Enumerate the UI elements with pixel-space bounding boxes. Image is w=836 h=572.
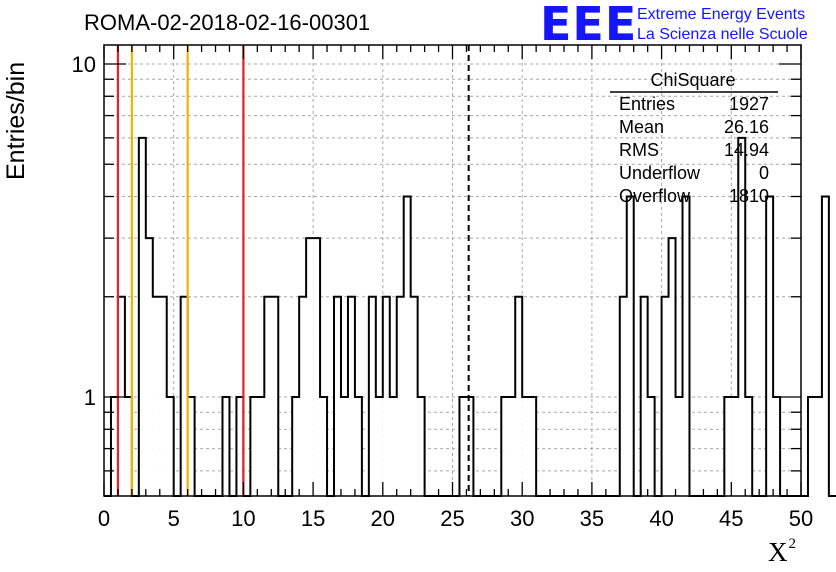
histogram-bin (410, 296, 418, 496)
threshold-lines (116, 45, 470, 496)
stats-row-label: Underflow (619, 163, 701, 183)
x-tick-label: 45 (719, 506, 743, 531)
eee-logo: EEE Extreme Energy Events La Scienza nel… (540, 0, 808, 51)
x-tick-label: 5 (168, 506, 180, 531)
histogram-bin (110, 397, 118, 496)
histogram-bin (271, 296, 279, 496)
histogram-bars (104, 136, 836, 497)
histogram-bin (745, 397, 753, 496)
stats-row-value: 1927 (729, 94, 769, 114)
logo-mark: EEE (540, 0, 638, 51)
histogram-bin (459, 397, 467, 496)
histogram-bin (619, 296, 627, 496)
histogram-bin (313, 238, 321, 496)
chart-title: ROMA-02-2018-02-16-00301 (84, 10, 371, 35)
grid-lines (104, 45, 801, 496)
x-tick-label: 35 (580, 506, 604, 531)
histogram-bin (396, 296, 404, 496)
histogram-bin (180, 296, 188, 496)
stats-row-label: Mean (619, 117, 664, 137)
histogram-bin (738, 137, 746, 496)
x-tick-label: 0 (98, 506, 110, 531)
x-axis-label: X2 (768, 536, 796, 568)
y-tick-label: 1 (84, 385, 96, 410)
histogram-bin (403, 196, 411, 496)
x-axis-label-sup: 2 (788, 536, 797, 552)
histogram-bin (821, 196, 829, 496)
histogram-bin (508, 397, 516, 496)
x-tick-label: 30 (510, 506, 534, 531)
y-tick-label: 10 (72, 52, 96, 77)
stats-row-value: 0 (759, 163, 769, 183)
x-tick-label: 20 (371, 506, 395, 531)
histogram-bin (236, 397, 244, 496)
histogram-bin (299, 296, 307, 496)
histogram-bin (368, 296, 376, 496)
histogram-bin (640, 296, 648, 496)
histogram-bin (522, 397, 530, 496)
logo-line-2: La Scienza nelle Scuole (637, 26, 808, 43)
histogram-bin (250, 397, 258, 496)
histogram-bin (661, 296, 669, 496)
histogram-bin (138, 137, 146, 496)
histogram-bin (626, 196, 634, 496)
histogram-bin (382, 296, 390, 496)
stats-row-label: Overflow (619, 186, 691, 206)
histogram-bin (766, 196, 774, 496)
axis-ticks: 0 5 10 15 20 25 30 35 40 45 50 1 10 (72, 45, 813, 531)
x-tick-label: 40 (649, 506, 673, 531)
histogram-bin (515, 296, 523, 496)
stats-row-value: 14.94 (724, 140, 769, 160)
histogram-bin (152, 296, 160, 496)
x-axis-label-base: X (768, 537, 788, 567)
x-tick-label: 10 (231, 506, 255, 531)
x-tick-label: 15 (301, 506, 325, 531)
stats-row-label: RMS (619, 140, 659, 160)
histogram-bin (124, 397, 132, 496)
histogram-bin (320, 397, 328, 496)
histogram-bin (264, 296, 272, 496)
histogram-bin (682, 196, 690, 496)
histogram-bin (166, 397, 174, 496)
histogram-bin (529, 397, 537, 496)
histogram-bin (724, 397, 732, 496)
histogram-bin (292, 397, 300, 496)
histogram-bin (222, 397, 230, 496)
stats-row-value: 1810 (729, 186, 769, 206)
histogram-bin (731, 397, 739, 496)
histogram-bin (814, 397, 822, 496)
histogram-bin (466, 397, 474, 496)
histogram-bin (773, 397, 781, 496)
histogram-bin (306, 238, 314, 496)
histogram-bin (675, 397, 683, 496)
histogram-bin (807, 397, 815, 496)
histogram-bin (417, 397, 425, 496)
histogram-bin (334, 296, 341, 496)
histogram-bin (347, 296, 355, 496)
x-tick-label: 25 (440, 506, 464, 531)
histogram-bin (159, 296, 167, 496)
histogram-bin (187, 397, 195, 496)
x-tick-label: 50 (789, 506, 813, 531)
histogram-bin (257, 397, 265, 496)
histogram-bin (354, 397, 362, 496)
histogram-bin (647, 397, 655, 496)
logo-line-1: Extreme Energy Events (637, 6, 806, 23)
histogram-bin (340, 397, 348, 496)
stats-row-label: Entries (619, 94, 675, 114)
stats-row-value: 26.16 (724, 117, 769, 137)
histogram-bin (501, 397, 509, 496)
histogram-bin (375, 397, 383, 496)
stats-box: ChiSquare Entries 1927 Mean 26.16 RMS 14.94 Und… (610, 70, 778, 206)
histogram-bin (389, 397, 397, 496)
histogram-bin (668, 238, 676, 496)
histogram-bin (145, 238, 153, 496)
stats-box-name: ChiSquare (650, 70, 735, 90)
